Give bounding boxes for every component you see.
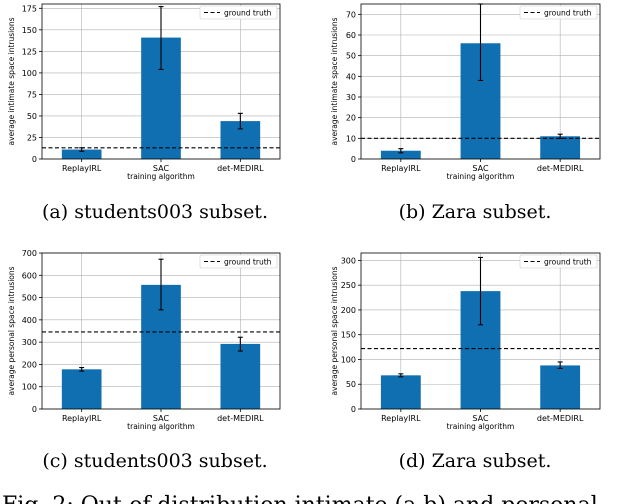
y-tick-label: 70 bbox=[346, 10, 356, 19]
y-tick-label: 600 bbox=[22, 271, 37, 280]
y-tick-label: 0 bbox=[351, 405, 356, 414]
legend-box bbox=[519, 5, 598, 20]
y-tick-label: 200 bbox=[341, 306, 356, 315]
y-tick-label: 100 bbox=[22, 383, 37, 392]
y-tick-label: 40 bbox=[346, 72, 356, 81]
y-tick-label: 200 bbox=[22, 360, 37, 369]
bar-replayirl bbox=[61, 369, 102, 409]
y-tick-label: 30 bbox=[346, 93, 356, 102]
x-axis-label: training algorithm bbox=[447, 422, 515, 431]
panel-caption-d: (d) Zara subset. bbox=[399, 450, 552, 472]
bar-replayirl bbox=[380, 150, 421, 159]
bar-det-medirl bbox=[540, 365, 581, 409]
y-axis-label: average personal space intrusions bbox=[7, 266, 16, 395]
x-tick-label: SAC bbox=[153, 164, 170, 173]
panel-caption-a: (a) students003 subset. bbox=[42, 201, 268, 223]
x-tick-label: det-MEDIRL bbox=[217, 414, 264, 423]
chart-3: 0 100 200 300 400 500 600 700 ReplayIRL SAC det-ME… bbox=[7, 249, 281, 431]
y-tick-label: 100 bbox=[341, 355, 356, 364]
y-tick-label: 250 bbox=[341, 281, 356, 290]
legend-box bbox=[199, 5, 278, 20]
chart-4: 0 50 100 150 200 250 300 ReplayIRL SAC det-MEDIRL… bbox=[330, 252, 601, 431]
y-tick-label: 150 bbox=[341, 331, 356, 340]
x-tick-label: det-MEDIRL bbox=[537, 414, 584, 423]
panel-caption-b: (b) Zara subset. bbox=[399, 201, 552, 223]
legend-label: ground truth bbox=[224, 257, 272, 266]
x-tick-label: det-MEDIRL bbox=[217, 164, 264, 173]
bar-replayirl bbox=[380, 375, 421, 409]
x-axis-label: training algorithm bbox=[127, 172, 195, 181]
chart-2: 0 10 20 30 40 50 60 70 ReplayIRL SAC det-MEDIRL tra… bbox=[330, 3, 601, 181]
bar-det-medirl bbox=[540, 136, 581, 159]
y-tick-label: 400 bbox=[22, 316, 37, 325]
y-tick-label: 100 bbox=[22, 69, 37, 78]
x-tick-label: ReplayIRL bbox=[381, 164, 421, 173]
x-tick-label: SAC bbox=[153, 414, 170, 423]
x-tick-label: ReplayIRL bbox=[62, 414, 102, 423]
y-tick-label: 700 bbox=[22, 249, 37, 258]
y-tick-label: 50 bbox=[346, 380, 356, 389]
legend-label: ground truth bbox=[544, 8, 592, 17]
y-tick-label: 175 bbox=[22, 4, 37, 13]
figure-caption: Fig. 2: Out-of-distribution intimate (a,… bbox=[2, 493, 598, 504]
y-tick-label: 300 bbox=[341, 256, 356, 265]
legend-label: ground truth bbox=[544, 257, 592, 266]
y-tick-label: 25 bbox=[27, 133, 37, 142]
bar-replayirl bbox=[61, 149, 102, 159]
y-tick-label: 150 bbox=[22, 26, 37, 35]
x-tick-label: det-MEDIRL bbox=[537, 164, 584, 173]
x-tick-label: ReplayIRL bbox=[62, 164, 102, 173]
y-tick-label: 50 bbox=[27, 112, 37, 121]
y-tick-label: 0 bbox=[351, 155, 356, 164]
legend-box bbox=[519, 254, 598, 269]
legend-box bbox=[199, 254, 278, 269]
x-tick-label: SAC bbox=[472, 414, 489, 423]
y-tick-label: 50 bbox=[346, 52, 356, 61]
chart-1: 0 25 50 75 100 125 150 175 ReplayIRL SAC det-MEDIR… bbox=[7, 3, 281, 181]
x-axis-label: training algorithm bbox=[127, 422, 195, 431]
y-tick-label: 300 bbox=[22, 338, 37, 347]
x-tick-label: SAC bbox=[472, 164, 489, 173]
y-tick-label: 60 bbox=[346, 31, 356, 40]
y-tick-label: 125 bbox=[22, 47, 37, 56]
y-axis-label: average intimate space intrusions bbox=[330, 17, 339, 145]
panel-caption-c: (c) students003 subset. bbox=[42, 450, 267, 472]
y-axis-label: average personal space intrusions bbox=[330, 266, 339, 395]
y-tick-label: 20 bbox=[346, 114, 356, 123]
legend-label: ground truth bbox=[224, 8, 272, 17]
x-axis-label: training algorithm bbox=[447, 172, 515, 181]
y-tick-label: 500 bbox=[22, 294, 37, 303]
y-tick-label: 0 bbox=[32, 155, 37, 164]
y-axis-label: average intimate space intrusions bbox=[7, 17, 16, 145]
y-tick-label: 10 bbox=[346, 134, 356, 143]
y-tick-label: 0 bbox=[32, 405, 37, 414]
y-tick-label: 75 bbox=[27, 90, 37, 99]
x-tick-label: ReplayIRL bbox=[381, 414, 421, 423]
bar-det-medirl bbox=[220, 343, 261, 409]
